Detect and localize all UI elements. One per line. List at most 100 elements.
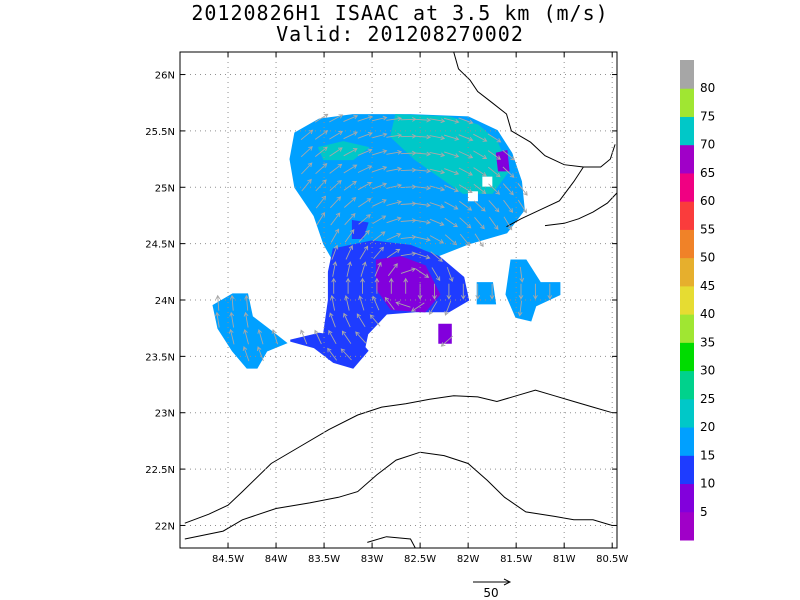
wind-vector-113 xyxy=(345,244,354,260)
lon-tick-label: 83.5W xyxy=(308,554,340,565)
reference-vector: 50 xyxy=(473,578,512,600)
wind-vector-129 xyxy=(519,266,525,283)
colorbar-swatch-14 xyxy=(680,144,694,174)
lat-tick-label: 24.5N xyxy=(145,240,175,251)
colorbar-swatch-10 xyxy=(680,257,694,287)
wind-vector-127 xyxy=(431,267,441,282)
wind-vector-166 xyxy=(243,328,249,345)
wind-vector-160 xyxy=(243,311,249,328)
wind-vector-131 xyxy=(345,277,351,294)
wind-vector-81 xyxy=(444,201,459,210)
lat-tick-label: 22N xyxy=(155,521,175,532)
coastline-2 xyxy=(506,166,584,228)
colorbar-swatch-7 xyxy=(680,342,694,372)
colorbar-label: 70 xyxy=(700,138,715,152)
wind-vector-39 xyxy=(487,150,502,160)
wind-vector-121 xyxy=(346,261,352,277)
wind-vector-14 xyxy=(329,130,344,140)
wind-vector-43 xyxy=(329,163,343,174)
wind-vector-56 xyxy=(301,178,312,192)
wind-vector-10 xyxy=(443,117,460,124)
wind-vector-135 xyxy=(403,277,409,294)
chart-subtitle: Valid: 201208270002 xyxy=(276,22,524,46)
lon-tick-label: 81W xyxy=(553,554,576,565)
reference-arrow xyxy=(473,578,512,586)
wind-vector-6 xyxy=(386,116,403,122)
wind-vector-90 xyxy=(358,214,371,225)
wind-vector-64 xyxy=(415,185,431,191)
wind-vector-101 xyxy=(330,228,340,243)
wind-vector-72 xyxy=(315,195,327,209)
wind-vector-119 xyxy=(430,251,443,262)
wind-vector-171 xyxy=(328,329,337,345)
wind-vector-132 xyxy=(360,277,365,294)
wind-vector-109 xyxy=(444,234,458,246)
wind-vector-51 xyxy=(444,168,460,176)
wind-vector-95 xyxy=(429,218,445,226)
wind-vector-133 xyxy=(374,277,380,294)
wind-vector-57 xyxy=(315,179,327,192)
wind-vector-23 xyxy=(458,134,474,142)
colorbar-swatch-13 xyxy=(680,172,694,202)
wind-vector-158 xyxy=(215,311,220,328)
wind-vector-91 xyxy=(372,215,387,224)
wind-vector-150 xyxy=(358,295,365,311)
wind-vector-110 xyxy=(459,233,471,247)
colorbar: 5 10 15 20 25 30 35 40 45 50 55 60 65 70 75 80 xyxy=(680,60,715,541)
wind-vector-145 xyxy=(215,294,221,311)
wind-vector-175 xyxy=(242,346,250,362)
colorbar-swatch-8 xyxy=(680,314,694,343)
wind-vector-125 xyxy=(400,267,417,274)
wind-vector-47 xyxy=(386,166,402,172)
reference-vector-label: 50 xyxy=(483,586,498,600)
wind-vector-124 xyxy=(387,263,398,277)
wind-vector-165 xyxy=(228,328,235,345)
wind-vector-36 xyxy=(444,151,460,158)
wind-vector-147 xyxy=(244,294,249,311)
lat-tick-label: 25.5N xyxy=(145,127,175,138)
wind-vector-16 xyxy=(357,131,373,139)
axis-ticks: 84.5W 84W 83.5W 83W 82.5W 82W 81.5W 81W 80.5W 26N… xyxy=(145,52,628,565)
colorbar-swatch-5 xyxy=(680,398,694,428)
wind-speed-field xyxy=(212,114,561,369)
wind-vector-60 xyxy=(357,181,372,191)
wind-vector-163 xyxy=(356,313,366,328)
wind-vector-148 xyxy=(330,294,336,311)
colorbar-swatch-1 xyxy=(680,511,694,541)
data-gap-1 xyxy=(482,176,493,187)
wind-vector-8 xyxy=(415,117,431,123)
wind-vector-173 xyxy=(355,331,367,344)
data-gap-2 xyxy=(467,191,478,202)
wind-vector-24 xyxy=(473,133,488,142)
wind-vector-136 xyxy=(417,283,423,300)
colorbar-swatch-9 xyxy=(680,285,694,315)
wind-vector-18 xyxy=(386,133,403,138)
lon-tick-label: 84W xyxy=(265,554,288,565)
wind-vector-174 xyxy=(440,335,453,347)
lon-tick-label: 82W xyxy=(457,554,480,565)
wind-vector-100 xyxy=(503,216,513,231)
lon-tick-label: 84.5W xyxy=(212,554,244,565)
colorbar-label: 25 xyxy=(700,392,715,406)
lon-tick-label: 82.5W xyxy=(404,554,436,565)
wind-vector-161 xyxy=(329,312,336,328)
wind-vector-75 xyxy=(358,198,372,208)
colorbar-label: 45 xyxy=(700,279,715,293)
wind-vector-84 xyxy=(488,200,500,213)
coastline-1 xyxy=(453,52,616,168)
wind-vector-128 xyxy=(446,266,454,283)
wind-region-12 xyxy=(438,323,452,344)
wind-vector-141 xyxy=(489,283,495,300)
wind-vector-176 xyxy=(256,346,264,362)
wind-vector-149 xyxy=(344,295,350,311)
wind-vector-112 xyxy=(331,244,339,260)
wind-vector-94 xyxy=(415,219,431,225)
wind-vector-46 xyxy=(371,165,388,173)
wind-vector-28 xyxy=(329,147,343,157)
lat-tick-label: 23N xyxy=(155,409,175,420)
wind-vector-123 xyxy=(374,261,382,277)
wind-vector-142 xyxy=(518,283,524,300)
coastline-4 xyxy=(184,389,613,524)
wind-vector-65 xyxy=(429,185,446,192)
